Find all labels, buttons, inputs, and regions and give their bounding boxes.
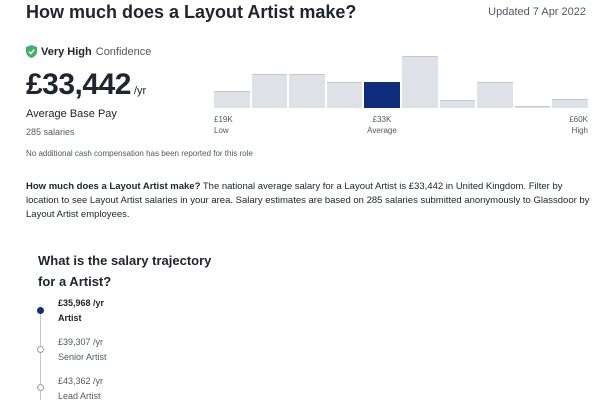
salary-unit: /yr: [133, 85, 147, 97]
updated-date: Updated 7 Apr 2022: [488, 6, 586, 18]
salary-histogram: [214, 56, 588, 108]
base-pay-label: Average Base Pay: [26, 108, 117, 120]
histogram-bar: [552, 99, 588, 108]
description-body: The national average salary for a Layout…: [26, 181, 590, 220]
step-pay: £35,968 /yr: [58, 298, 105, 308]
trajectory-dot-senior-artist: [37, 346, 44, 353]
tick-low-label: Low: [214, 126, 229, 135]
step-pay: £43,362 /yr: [58, 376, 104, 386]
step-role: Senior Artist: [58, 352, 107, 362]
step-role: Artist: [58, 313, 82, 323]
trajectory-title: What is the salary trajectory for a Arti…: [38, 250, 238, 292]
trajectory-step-senior-artist[interactable]: £39,307 /yr Senior Artist: [58, 335, 107, 365]
salary-value: £33,442: [26, 68, 131, 101]
trajectory-dot-artist: [37, 307, 44, 314]
description-lead: How much does a Layout Artist make?: [26, 181, 201, 192]
tick-high-value: £60K: [569, 115, 588, 124]
tick-low-value: £19K: [214, 115, 233, 124]
histogram-bar-average: [364, 82, 400, 108]
trajectory-dot-lead-artist: [37, 384, 44, 391]
histogram-bar: [514, 106, 551, 108]
tick-low: £19K Low: [214, 114, 233, 136]
step-pay: £39,307 /yr: [58, 337, 104, 347]
histogram-bar: [402, 56, 438, 108]
page-title: How much does a Layout Artist make?: [26, 2, 357, 22]
compensation-note: No additional cash compensation has been…: [26, 149, 253, 158]
tick-high: £60K High: [569, 114, 588, 136]
histogram-bar: [289, 74, 325, 108]
histogram-bar: [214, 91, 250, 108]
trajectory-timeline: [40, 310, 41, 400]
histogram-bar: [439, 100, 476, 108]
histogram-bar: [326, 82, 363, 108]
shield-check-icon: [26, 45, 37, 58]
step-role: Lead Artist: [58, 391, 101, 400]
confidence-level: Very High: [41, 45, 92, 58]
trajectory-step-artist[interactable]: £35,968 /yr Artist: [58, 296, 104, 326]
trajectory-title-line2: for a Artist?: [38, 274, 112, 289]
tick-average: £33K Average: [367, 114, 397, 136]
tick-average-label: Average: [367, 126, 397, 135]
histogram-bar: [251, 74, 288, 108]
tick-average-value: £33K: [372, 115, 392, 124]
trajectory-title-line1: What is the salary trajectory: [38, 253, 212, 268]
salary-count: 285 salaries: [26, 127, 75, 137]
average-salary: £33,442 /yr: [26, 68, 146, 102]
tick-high-label: High: [571, 126, 588, 135]
histogram-ticks: £19K Low £33K Average £60K High: [214, 114, 588, 140]
confidence-badge: Very High Confidence: [26, 45, 151, 58]
salary-description: How much does a Layout Artist make? The …: [26, 180, 592, 222]
trajectory-step-lead-artist[interactable]: £43,362 /yr Lead Artist: [58, 374, 103, 400]
confidence-label: Confidence: [95, 45, 152, 58]
histogram-bar: [477, 82, 513, 108]
